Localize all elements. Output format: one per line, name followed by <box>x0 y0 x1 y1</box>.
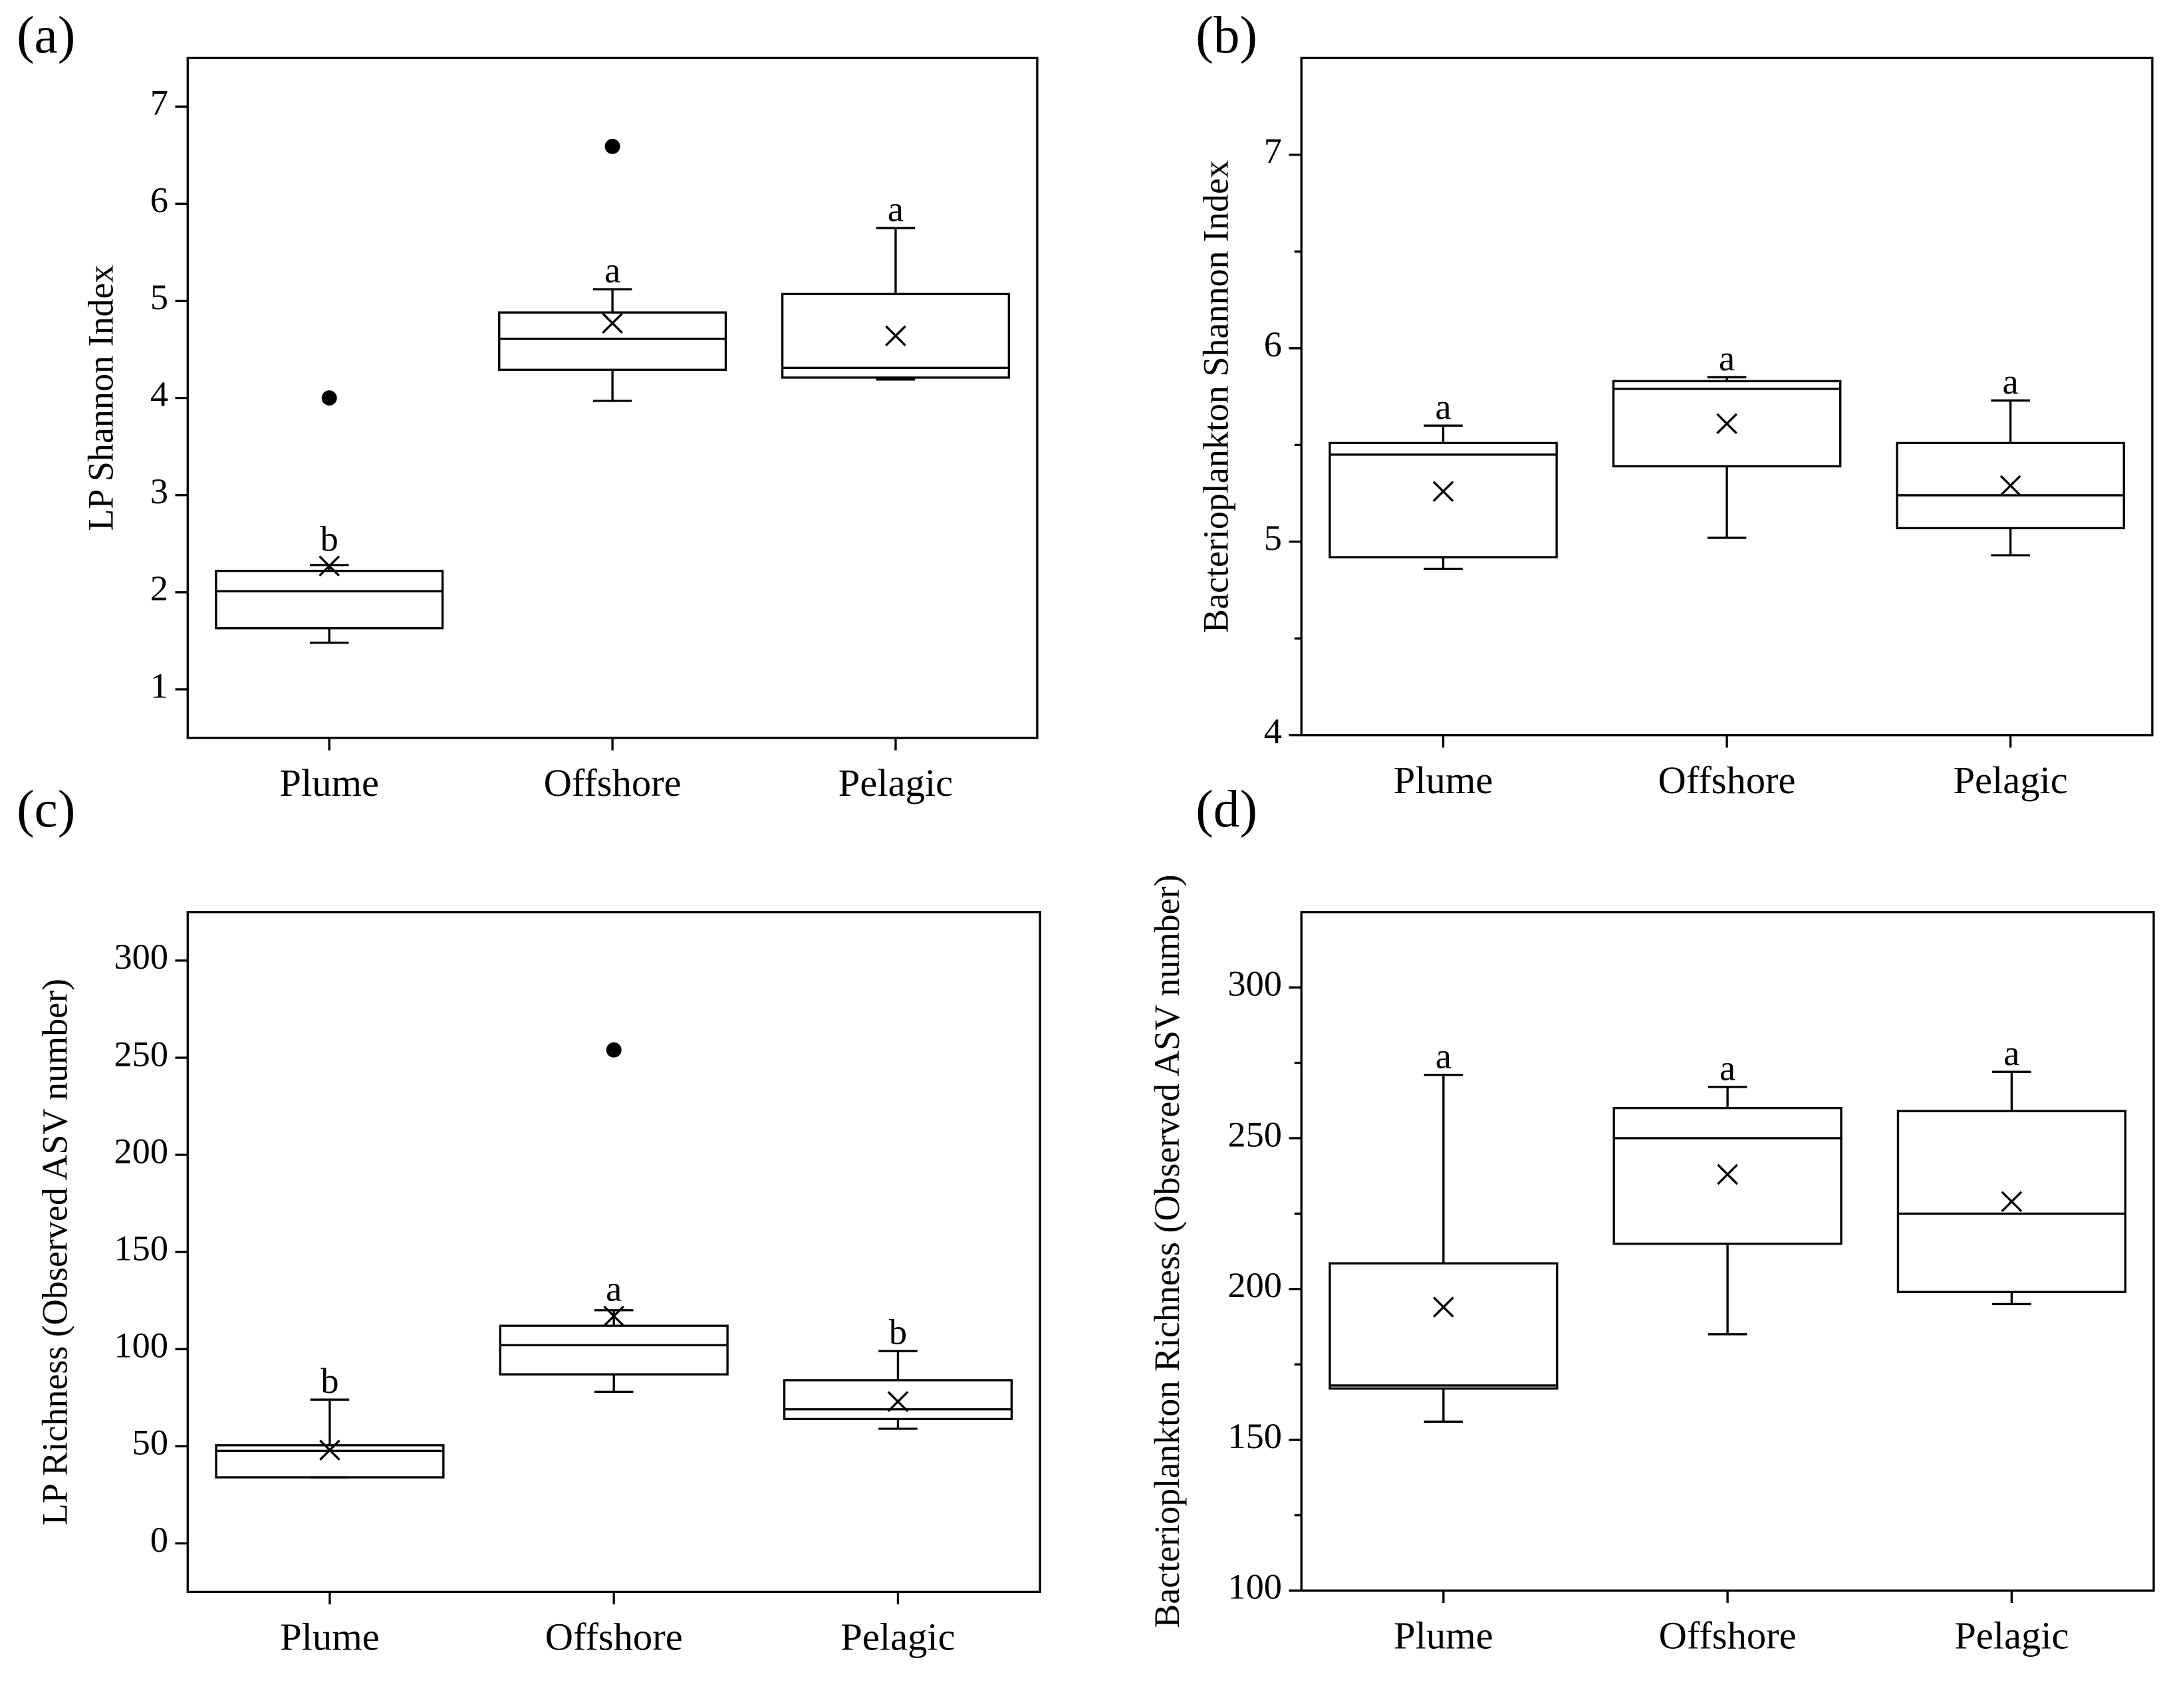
box <box>781 293 1010 379</box>
significance-letter: a <box>1435 387 1451 427</box>
y-tick-label: 150 <box>114 1229 168 1269</box>
panel-label: (d) <box>1196 780 1257 838</box>
mean-marker <box>885 325 906 346</box>
y-tick-label: 5 <box>150 277 168 317</box>
y-tick-label: 300 <box>1227 964 1282 1004</box>
x-tick-label: Pelagic <box>1954 1614 2069 1657</box>
significance-letter: a <box>1720 1048 1735 1088</box>
mean-marker <box>2001 1191 2023 1212</box>
significance-letter: a <box>1436 1036 1452 1076</box>
y-tick-label: 7 <box>1264 131 1282 171</box>
x-tick-label: Offshore <box>544 761 682 804</box>
mean-marker <box>319 1439 340 1461</box>
significance-letter: a <box>604 251 620 291</box>
y-tick-label: 4 <box>1264 711 1282 751</box>
y-tick-label: 250 <box>1227 1115 1282 1155</box>
box <box>1612 380 1842 467</box>
x-tick-label: Plume <box>279 761 379 804</box>
panel-label: (c) <box>17 780 75 838</box>
y-tick-label: 2 <box>150 568 168 608</box>
y-tick-label: 6 <box>1264 324 1282 364</box>
x-tick-label: Plume <box>280 1616 380 1659</box>
x-tick-label: Pelagic <box>838 761 953 804</box>
y-tick-label: 250 <box>114 1034 168 1074</box>
y-tick-label: 7 <box>150 83 168 123</box>
mean-marker <box>1999 475 2021 497</box>
box <box>498 311 727 371</box>
y-tick-label: 4 <box>150 374 168 414</box>
significance-letter: b <box>889 1312 907 1352</box>
box <box>499 1324 729 1376</box>
panel-label: (b) <box>1196 6 1257 64</box>
outlier <box>604 138 620 154</box>
box <box>1329 1262 1559 1390</box>
significance-letter: a <box>606 1269 622 1309</box>
y-tick-label: 300 <box>114 937 168 977</box>
box <box>1329 441 1558 558</box>
y-tick-label: 6 <box>150 180 168 220</box>
box <box>215 569 444 630</box>
y-tick-label: 200 <box>1227 1265 1282 1305</box>
y-tick-label: 100 <box>1227 1567 1282 1607</box>
x-tick-label: Plume <box>1394 759 1493 802</box>
y-tick-label: 50 <box>132 1423 168 1463</box>
outlier <box>321 390 337 406</box>
y-tick-label: 100 <box>114 1326 168 1366</box>
y-axis-label: Bacterioplankton Shannon Index <box>1196 160 1235 633</box>
box <box>783 1379 1013 1421</box>
significance-letter: b <box>320 519 338 559</box>
box <box>1896 1110 2126 1293</box>
y-tick-label: 1 <box>150 666 168 705</box>
y-axis-label: LP Shannon Index <box>80 265 120 531</box>
mean-marker <box>1432 481 1454 502</box>
x-tick-label: Plume <box>1394 1614 1493 1657</box>
mean-marker <box>887 1391 909 1412</box>
y-tick-label: 0 <box>150 1520 168 1560</box>
y-tick-label: 150 <box>1227 1416 1282 1456</box>
significance-letter: a <box>1719 338 1735 378</box>
mean-marker <box>1716 413 1737 434</box>
x-tick-label: Offshore <box>545 1616 683 1659</box>
plot-frame <box>186 911 1041 1594</box>
x-tick-label: Offshore <box>1658 759 1796 802</box>
mean-marker <box>603 1305 625 1327</box>
mean-marker <box>319 555 340 577</box>
mean-marker <box>1433 1296 1454 1318</box>
box <box>1612 1106 1843 1245</box>
plot-frame <box>1300 57 2154 737</box>
significance-letter: a <box>2003 1033 2019 1073</box>
y-tick-label: 3 <box>150 471 168 511</box>
significance-letter: a <box>2003 362 2019 402</box>
y-tick-label: 5 <box>1264 518 1282 558</box>
box <box>1896 441 2125 530</box>
outlier <box>606 1042 622 1058</box>
y-tick-label: 200 <box>114 1132 168 1171</box>
x-tick-label: Pelagic <box>1953 759 2067 802</box>
significance-letter: b <box>320 1361 338 1401</box>
mean-marker <box>602 312 623 334</box>
y-axis-label: Bacterioplankton Richness (Observed ASV … <box>1147 874 1187 1628</box>
significance-letter: a <box>888 189 904 229</box>
box <box>215 1444 445 1479</box>
y-axis-label: LP Richness (Observed ASV number) <box>35 979 74 1525</box>
x-tick-label: Offshore <box>1659 1614 1797 1657</box>
panel-label: (a) <box>17 6 75 64</box>
mean-marker <box>1717 1163 1738 1185</box>
x-tick-label: Pelagic <box>840 1616 955 1659</box>
